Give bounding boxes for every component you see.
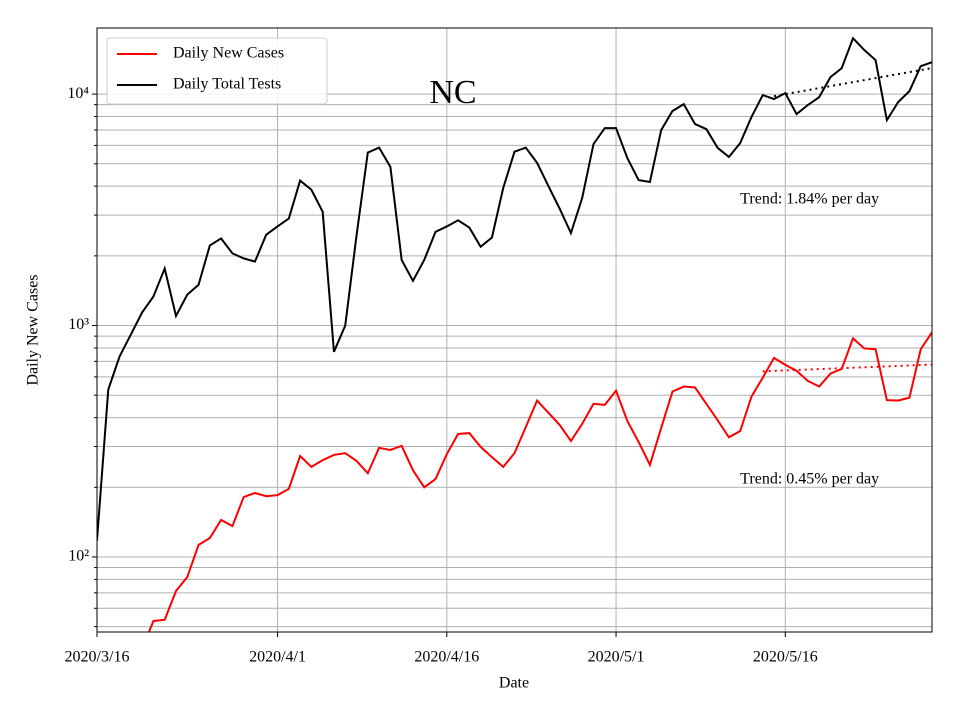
lines: [97, 36, 932, 632]
series-line: [147, 331, 932, 632]
grid: [96, 28, 932, 632]
y-tick-label: 10³: [68, 316, 89, 333]
annotation: Trend: 0.45% per day: [740, 471, 879, 488]
series-line: [97, 36, 932, 541]
y-tick-label: 10⁴: [67, 85, 89, 102]
y-axis-label: Daily New Cases: [25, 274, 42, 385]
x-tick-label: 2020/4/16: [414, 649, 479, 666]
x-tick-label: 2020/4/1: [249, 649, 306, 666]
chart-title: NC: [429, 74, 476, 111]
trend-line: [773, 67, 932, 98]
x-axis-label: Date: [499, 675, 529, 692]
y-tick-label: 10²: [68, 548, 89, 565]
legend-label: Daily New Cases: [173, 45, 284, 62]
legend-box: [106, 37, 328, 105]
legend: Daily New Cases Daily Total Tests: [106, 37, 328, 105]
x-tick-label: 2020/5/1: [588, 649, 645, 666]
legend-label: Daily Total Tests: [173, 76, 281, 93]
x-tick-label: 2020/5/16: [753, 649, 818, 666]
x-tick-label: 2020/3/16: [65, 649, 130, 666]
trend-line: [762, 363, 932, 373]
plot-frame: [96, 27, 933, 633]
annotation: Trend: 1.84% per day: [740, 190, 879, 207]
